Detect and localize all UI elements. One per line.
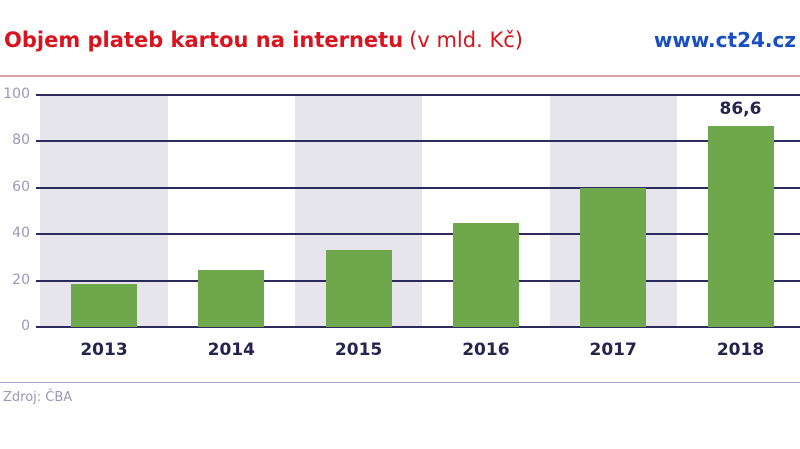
gridline	[36, 140, 800, 143]
brand-link[interactable]: www.ct24.cz	[653, 28, 796, 52]
x-tick-label: 2017	[589, 340, 637, 360]
gridline	[36, 326, 800, 328]
x-tick-label: 2016	[462, 340, 510, 360]
chart-title: Objem plateb kartou na internetu (v mld. …	[4, 28, 523, 52]
y-tick-label: 80	[12, 132, 30, 149]
bar-2013	[71, 284, 137, 327]
gridline	[36, 279, 800, 282]
bar-2015	[325, 250, 392, 327]
y-tick-label: 100	[3, 86, 30, 102]
x-tick-label: 2015	[334, 340, 383, 360]
bottom-divider	[0, 382, 800, 383]
gridline	[36, 186, 800, 189]
title-unit: (v mld. Kč)	[409, 28, 523, 52]
y-tick-label: 40	[12, 225, 30, 242]
bar-2017	[580, 187, 647, 327]
bar-2016	[452, 222, 519, 327]
gridline	[36, 233, 800, 236]
bar-2014	[198, 270, 265, 327]
y-tick-label: 0	[21, 318, 30, 334]
gridline	[36, 94, 800, 96]
y-tick-label: 20	[12, 271, 30, 288]
data-label: 86,6	[719, 99, 762, 120]
x-tick-label: 2014	[207, 340, 255, 360]
plot-area	[36, 94, 800, 328]
y-tick-label: 60	[12, 178, 30, 195]
source-note: Zdroj: ČBA	[3, 390, 73, 405]
title-main: Objem plateb kartou na internetu	[4, 28, 404, 52]
bar-2018	[707, 126, 774, 327]
x-tick-label: 2013	[80, 340, 128, 360]
top-divider	[0, 75, 800, 77]
x-tick-label: 2018	[716, 340, 765, 360]
